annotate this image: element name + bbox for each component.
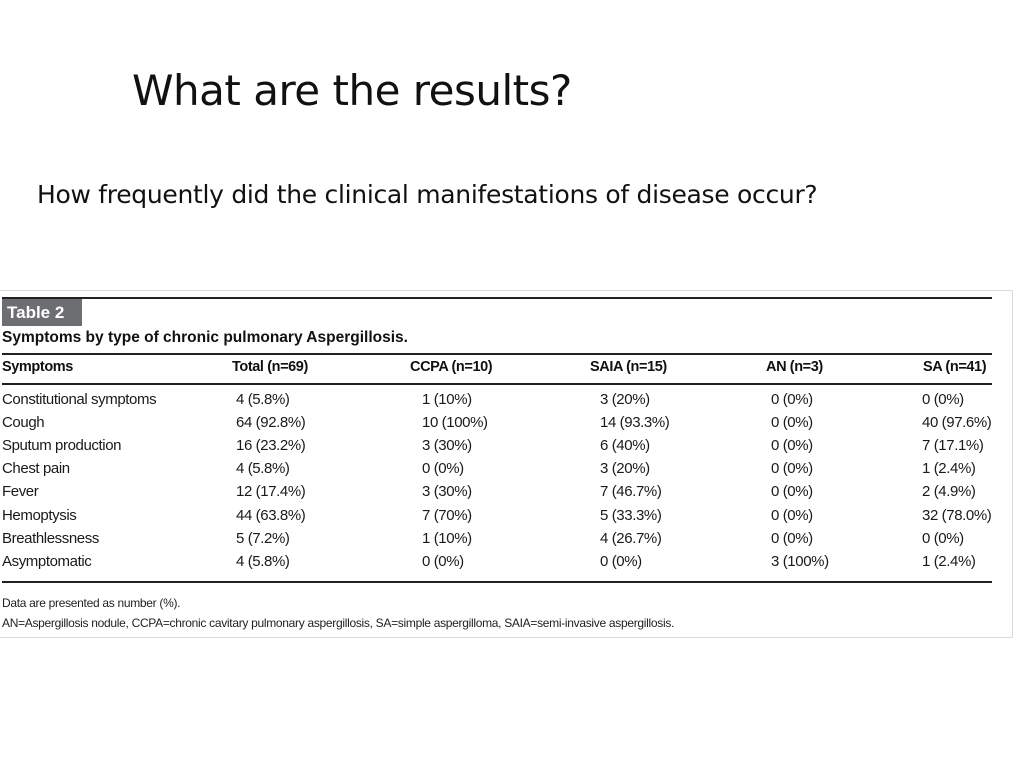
table-row: Hemoptysis 44 (63.8%) 7 (70%) 5 (33.3%) … [2, 507, 992, 530]
an-cell: 0 (0%) [771, 437, 813, 454]
symptom-cell: Constitutional symptoms [2, 391, 157, 408]
sa-cell: 1 (2.4%) [922, 553, 976, 570]
symptom-cell: Asymptomatic [2, 553, 92, 570]
sa-cell: 0 (0%) [922, 530, 964, 547]
header-ccpa: CCPA (n=10) [410, 359, 493, 375]
table-top-rule [2, 297, 992, 299]
saia-cell: 7 (46.7%) [600, 483, 662, 500]
table-label: Table 2 [2, 299, 82, 326]
table-row: Chest pain 4 (5.8%) 0 (0%) 3 (20%) 0 (0%… [2, 460, 992, 483]
sa-cell: 2 (4.9%) [922, 483, 976, 500]
sa-cell: 40 (97.6%) [922, 414, 992, 431]
sa-cell: 0 (0%) [922, 391, 964, 408]
total-cell: 5 (7.2%) [236, 530, 290, 547]
header-sa: SA (n=41) [923, 359, 987, 375]
total-cell: 16 (23.2%) [236, 437, 306, 454]
table-header-row: Symptoms Total (n=69) CCPA (n=10) SAIA (… [2, 359, 992, 381]
table-footnote-data: Data are presented as number (%). [2, 596, 181, 610]
an-cell: 0 (0%) [771, 414, 813, 431]
saia-cell: 0 (0%) [600, 553, 642, 570]
ccpa-cell: 1 (10%) [422, 391, 472, 408]
saia-cell: 3 (20%) [600, 391, 650, 408]
saia-cell: 14 (93.3%) [600, 414, 670, 431]
total-cell: 4 (5.8%) [236, 391, 290, 408]
sa-cell: 1 (2.4%) [922, 460, 976, 477]
saia-cell: 5 (33.3%) [600, 507, 662, 524]
table-row: Constitutional symptoms 4 (5.8%) 1 (10%)… [2, 391, 992, 414]
an-cell: 0 (0%) [771, 483, 813, 500]
symptom-cell: Chest pain [2, 460, 70, 477]
an-cell: 0 (0%) [771, 507, 813, 524]
table-footnote-abbreviations: AN=Aspergillosis nodule, CCPA=chronic ca… [2, 616, 675, 630]
ccpa-cell: 0 (0%) [422, 460, 464, 477]
symptom-cell: Fever [2, 483, 39, 500]
symptom-cell: Breathlessness [2, 530, 99, 547]
header-saia: SAIA (n=15) [590, 359, 667, 375]
sa-cell: 7 (17.1%) [922, 437, 984, 454]
slide-title: What are the results? [132, 66, 572, 115]
saia-cell: 6 (40%) [600, 437, 650, 454]
total-cell: 4 (5.8%) [236, 553, 290, 570]
ccpa-cell: 0 (0%) [422, 553, 464, 570]
an-cell: 0 (0%) [771, 460, 813, 477]
total-cell: 4 (5.8%) [236, 460, 290, 477]
ccpa-cell: 10 (100%) [422, 414, 488, 431]
an-cell: 3 (100%) [771, 553, 829, 570]
header-top-rule [2, 353, 992, 355]
total-cell: 44 (63.8%) [236, 507, 306, 524]
header-symptoms: Symptoms [2, 359, 73, 375]
table-row: Breathlessness 5 (7.2%) 1 (10%) 4 (26.7%… [2, 530, 992, 553]
table-body: Constitutional symptoms 4 (5.8%) 1 (10%)… [2, 391, 992, 581]
header-total: Total (n=69) [232, 359, 308, 375]
slide-subtitle: How frequently did the clinical manifest… [37, 180, 818, 209]
table-caption: Symptoms by type of chronic pulmonary As… [2, 329, 408, 346]
sa-cell: 32 (78.0%) [922, 507, 992, 524]
table-row: Fever 12 (17.4%) 3 (30%) 7 (46.7%) 0 (0%… [2, 483, 992, 506]
an-cell: 0 (0%) [771, 391, 813, 408]
table-row: Asymptomatic 4 (5.8%) 0 (0%) 0 (0%) 3 (1… [2, 553, 992, 576]
ccpa-cell: 1 (10%) [422, 530, 472, 547]
header-an: AN (n=3) [766, 359, 823, 375]
table-row: Cough 64 (92.8%) 10 (100%) 14 (93.3%) 0 … [2, 414, 992, 437]
total-cell: 64 (92.8%) [236, 414, 306, 431]
table-row: Sputum production 16 (23.2%) 3 (30%) 6 (… [2, 437, 992, 460]
total-cell: 12 (17.4%) [236, 483, 306, 500]
an-cell: 0 (0%) [771, 530, 813, 547]
header-bottom-rule [2, 383, 992, 385]
ccpa-cell: 3 (30%) [422, 437, 472, 454]
ccpa-cell: 7 (70%) [422, 507, 472, 524]
table-figure: Table 2 Symptoms by type of chronic pulm… [0, 290, 1013, 638]
saia-cell: 3 (20%) [600, 460, 650, 477]
symptom-cell: Sputum production [2, 437, 122, 454]
saia-cell: 4 (26.7%) [600, 530, 662, 547]
symptom-cell: Hemoptysis [2, 507, 77, 524]
symptom-cell: Cough [2, 414, 45, 431]
ccpa-cell: 3 (30%) [422, 483, 472, 500]
table-bottom-rule [2, 581, 992, 583]
